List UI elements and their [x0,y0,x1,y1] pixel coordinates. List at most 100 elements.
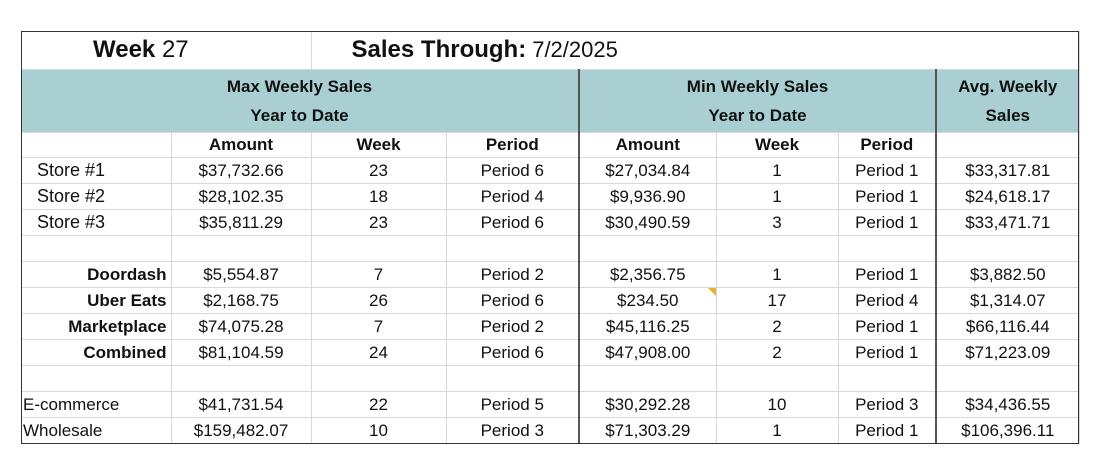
max-period-cell[interactable]: Period 6 [446,209,581,236]
sales-through[interactable]: Sales Through: 7/2/2025 [311,31,1080,70]
min-week-cell[interactable]: 17 [716,287,839,314]
max-week-header[interactable]: Week [311,132,447,158]
max-amount-cell[interactable]: $81,104.59 [171,339,312,366]
min-amount-cell[interactable]: $45,116.25 [579,313,717,340]
max-week-cell[interactable]: 22 [311,391,447,418]
row-label[interactable]: Combined [21,339,172,366]
min-amount-cell[interactable]: $30,490.59 [579,209,717,236]
row-label[interactable]: Doordash [21,261,172,288]
max-week-cell[interactable]: 26 [311,287,447,314]
max-period-header[interactable]: Period [446,132,581,158]
row-label[interactable]: Store #1 [21,157,172,184]
max-period-cell[interactable]: Period 5 [446,391,581,418]
min-period-cell[interactable]: Period 1 [838,209,938,236]
row-label[interactable]: Marketplace [21,313,172,340]
max-period-cell[interactable]: Period 6 [446,339,581,366]
min-period-cell[interactable]: Period 1 [838,417,938,444]
max-amount-cell[interactable]: $74,075.28 [171,313,312,340]
max-amount-cell[interactable]: $35,811.29 [171,209,312,236]
week-title[interactable]: Week 27 [21,31,312,70]
min-week-cell[interactable]: 3 [716,209,839,236]
row-label[interactable]: Wholesale [21,417,172,444]
row-label[interactable]: Store #3 [21,209,172,236]
min-week-cell[interactable]: 10 [716,391,839,418]
label-column-header[interactable] [21,132,172,158]
row-label[interactable]: Store #2 [21,183,172,210]
min-amount-cell[interactable]: $47,908.00 [579,339,717,366]
min-amount-cell[interactable]: $71,303.29 [579,417,717,444]
empty-cell[interactable] [936,235,1080,262]
avg-weekly-sales-header[interactable]: Avg. Weekly Sales [936,69,1080,133]
empty-cell[interactable] [579,365,717,392]
max-period-cell[interactable]: Period 2 [446,261,581,288]
empty-cell[interactable] [838,365,938,392]
empty-cell[interactable] [936,365,1080,392]
empty-cell[interactable] [21,235,172,262]
empty-cell[interactable] [716,365,839,392]
empty-cell[interactable] [838,235,938,262]
min-week-cell[interactable]: 2 [716,313,839,340]
empty-cell[interactable] [579,235,717,262]
min-period-header[interactable]: Period [838,132,938,158]
row-label[interactable]: E-commerce [21,391,172,418]
max-week-cell[interactable]: 23 [311,157,447,184]
avg-cell[interactable]: $24,618.17 [936,183,1080,210]
avg-cell[interactable]: $33,317.81 [936,157,1080,184]
max-week-cell[interactable]: 23 [311,209,447,236]
min-week-cell[interactable]: 1 [716,417,839,444]
avg-cell[interactable]: $106,396.11 [936,417,1080,444]
max-period-cell[interactable]: Period 6 [446,287,581,314]
max-amount-cell[interactable]: $41,731.54 [171,391,312,418]
min-amount-cell[interactable]: $9,936.90 [579,183,717,210]
avg-cell[interactable]: $3,882.50 [936,261,1080,288]
min-week-header[interactable]: Week [716,132,839,158]
min-weekly-sales-header[interactable]: Min Weekly Sales Year to Date [579,69,938,133]
empty-cell[interactable] [446,365,581,392]
min-week-cell[interactable]: 1 [716,183,839,210]
max-period-cell[interactable]: Period 4 [446,183,581,210]
min-period-cell[interactable]: Period 1 [838,261,938,288]
max-week-cell[interactable]: 18 [311,183,447,210]
min-period-cell[interactable]: Period 1 [838,339,938,366]
empty-cell[interactable] [171,235,312,262]
min-period-cell[interactable]: Period 1 [838,183,938,210]
max-amount-cell[interactable]: $159,482.07 [171,417,312,444]
empty-cell[interactable] [171,365,312,392]
max-period-cell[interactable]: Period 6 [446,157,581,184]
min-week-cell[interactable]: 1 [716,261,839,288]
avg-column-header[interactable] [936,132,1080,158]
avg-cell[interactable]: $34,436.55 [936,391,1080,418]
avg-cell[interactable]: $1,314.07 [936,287,1080,314]
min-week-cell[interactable]: 2 [716,339,839,366]
empty-cell[interactable] [21,365,172,392]
max-week-cell[interactable]: 7 [311,313,447,340]
avg-cell[interactable]: $66,116.44 [936,313,1080,340]
max-amount-cell[interactable]: $28,102.35 [171,183,312,210]
min-amount-cell[interactable]: $2,356.75 [579,261,717,288]
max-amount-cell[interactable]: $5,554.87 [171,261,312,288]
min-period-cell[interactable]: Period 3 [838,391,938,418]
min-period-cell[interactable]: Period 1 [838,313,938,340]
max-week-cell[interactable]: 10 [311,417,447,444]
max-weekly-sales-header[interactable]: Max Weekly Sales Year to Date [21,69,581,133]
max-amount-cell[interactable]: $37,732.66 [171,157,312,184]
empty-cell[interactable] [446,235,581,262]
min-amount-cell[interactable]: $27,034.84 [579,157,717,184]
min-period-cell[interactable]: Period 1 [838,157,938,184]
empty-cell[interactable] [311,235,447,262]
max-amount-cell[interactable]: $2,168.75 [171,287,312,314]
max-week-cell[interactable]: 24 [311,339,447,366]
max-week-cell[interactable]: 7 [311,261,447,288]
row-label[interactable]: Uber Eats [21,287,172,314]
max-period-cell[interactable]: Period 3 [446,417,581,444]
max-amount-header[interactable]: Amount [171,132,312,158]
empty-cell[interactable] [716,235,839,262]
avg-cell[interactable]: $71,223.09 [936,339,1080,366]
min-period-cell[interactable]: Period 4 [838,287,938,314]
min-amount-header[interactable]: Amount [579,132,717,158]
min-amount-cell[interactable]: $30,292.28 [579,391,717,418]
avg-cell[interactable]: $33,471.71 [936,209,1080,236]
empty-cell[interactable] [311,365,447,392]
min-amount-cell-with-comment[interactable]: $234.50 [579,287,717,314]
min-week-cell[interactable]: 1 [716,157,839,184]
